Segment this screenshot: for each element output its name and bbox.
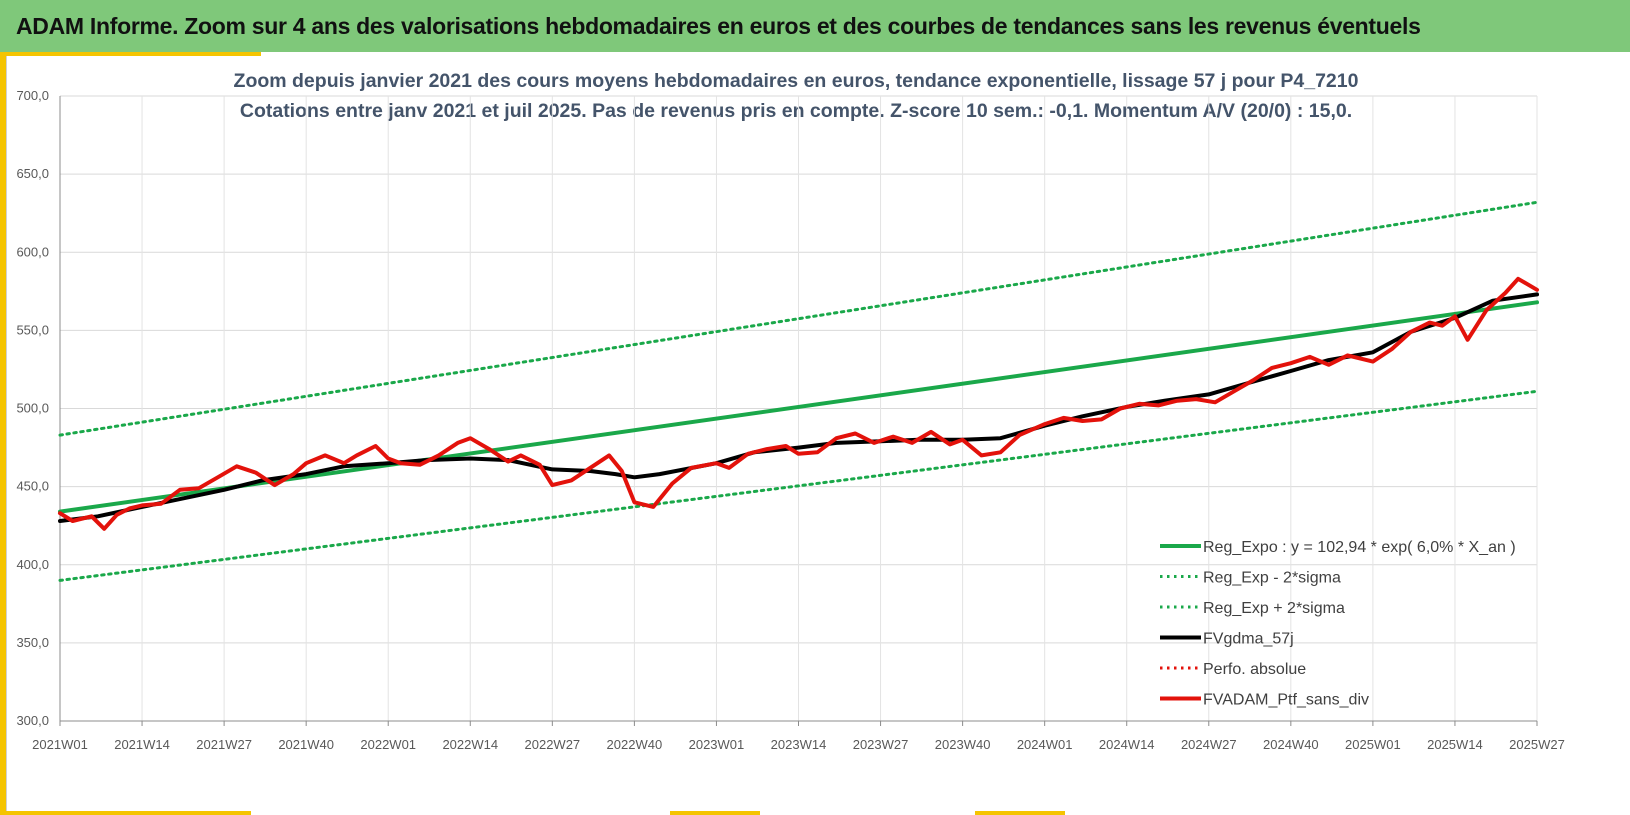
x-tick-label: 2023W27 — [853, 737, 909, 752]
x-tick-label: 2022W27 — [525, 737, 581, 752]
x-tick-label: 2024W40 — [1263, 737, 1319, 752]
series-trend-line — [58, 300, 1539, 514]
x-tick-label: 2024W14 — [1099, 737, 1155, 752]
y-tick-label: 500,0 — [16, 401, 49, 416]
y-tick-label: 550,0 — [16, 322, 49, 337]
legend-label: FVADAM_Ptf_sans_div — [1203, 692, 1369, 709]
x-tick-label: 2023W14 — [771, 737, 827, 752]
x-tick-label: 2022W14 — [442, 737, 498, 752]
series-upper-band-line — [58, 200, 1539, 437]
chart-canvas: Zoom depuis janvier 2021 des cours moyen… — [16, 70, 1565, 752]
accent-bar-bottom — [975, 811, 1065, 815]
legend-label: Reg_Exp + 2*sigma — [1203, 600, 1345, 617]
y-tick-label: 600,0 — [16, 244, 49, 259]
x-tick-label: 2021W14 — [114, 737, 170, 752]
accent-bar-left — [0, 52, 6, 815]
legend-label: FVgdma_57j — [1203, 631, 1294, 648]
x-tick-label: 2022W40 — [607, 737, 663, 752]
page-title: ADAM Informe. Zoom sur 4 ans des valoris… — [16, 12, 1421, 39]
x-tick-label: 2021W27 — [196, 737, 252, 752]
y-tick-label: 700,0 — [16, 88, 49, 103]
y-tick-label: 650,0 — [16, 166, 49, 181]
x-tick-label: 2025W14 — [1427, 737, 1483, 752]
chart-subtitle: Cotations entre janv 2021 et juil 2025. … — [240, 100, 1352, 122]
y-tick-label: 450,0 — [16, 479, 49, 494]
series-smoothed-line — [58, 292, 1539, 523]
x-tick-label: 2024W27 — [1181, 737, 1237, 752]
series-portfolio-line — [58, 276, 1539, 531]
x-tick-label: 2023W40 — [935, 737, 991, 752]
chart-frame: Zoom depuis janvier 2021 des cours moyen… — [6, 56, 1630, 811]
accent-bar-bottom — [670, 811, 760, 815]
x-tick-label: 2021W40 — [278, 737, 334, 752]
x-tick-label: 2021W01 — [32, 737, 88, 752]
accent-bar-top — [6, 52, 261, 56]
chart-title: Zoom depuis janvier 2021 des cours moyen… — [234, 70, 1359, 92]
y-tick-label: 400,0 — [16, 557, 49, 572]
x-tick-label: 2024W01 — [1017, 737, 1073, 752]
header-banner: ADAM Informe. Zoom sur 4 ans des valoris… — [0, 0, 1630, 52]
x-tick-label: 2022W01 — [360, 737, 416, 752]
legend-label: Reg_Exp - 2*sigma — [1203, 570, 1341, 587]
legend-label: Reg_Expo : y = 102,94 * exp( 6,0% * X_an… — [1203, 539, 1516, 556]
y-tick-label: 350,0 — [16, 635, 49, 650]
y-tick-label: 300,0 — [16, 713, 49, 728]
accent-bar-bottom — [6, 811, 251, 815]
x-tick-label: 2025W01 — [1345, 737, 1401, 752]
x-tick-label: 2025W27 — [1509, 737, 1565, 752]
series-lower-band-line — [58, 389, 1539, 582]
legend-label: Perfo. absolue — [1203, 661, 1306, 678]
x-tick-label: 2023W01 — [689, 737, 745, 752]
